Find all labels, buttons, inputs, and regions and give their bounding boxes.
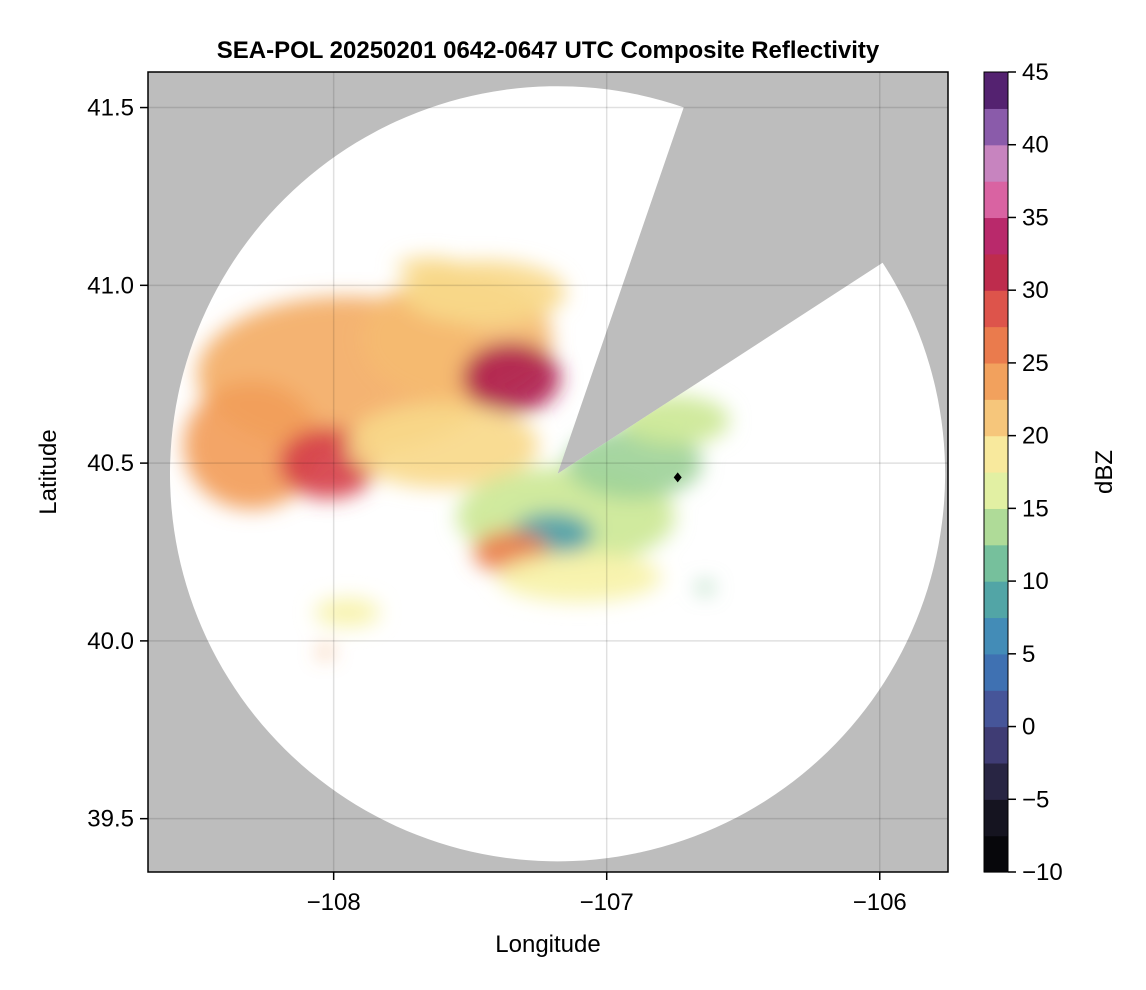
colorbar-band	[984, 290, 1008, 328]
colorbar-band	[984, 581, 1008, 619]
y-tick-label: 40.5	[87, 450, 134, 477]
colorbar-tick-label: 5	[1022, 641, 1035, 668]
colorbar-tick-label: −5	[1022, 786, 1049, 813]
x-axis-ticks: −108 −107 −106	[307, 872, 907, 916]
colorbar-band	[984, 617, 1008, 655]
colorbar-band	[984, 726, 1008, 764]
y-tick-label: 41.0	[87, 272, 134, 299]
colorbar-ticks: −10 −5 0 5 10 15 20 25 30 35 40 45	[1008, 59, 1063, 886]
colorbar-band	[984, 72, 1008, 109]
colorbar-band	[984, 762, 1008, 800]
echo-region	[347, 402, 539, 489]
colorbar-tick-label: 20	[1022, 423, 1049, 450]
colorbar-tick-label: 25	[1022, 350, 1049, 377]
colorbar-frame	[983, 71, 1009, 873]
echo-region	[318, 646, 333, 657]
colorbar-band	[984, 508, 1008, 546]
colorbar-tick-label: 0	[1022, 714, 1035, 741]
colorbar-band	[984, 544, 1008, 582]
chart-title: SEA-POL 20250201 0642-0647 UTC Composite…	[217, 37, 880, 64]
colorbar-tick-label: 10	[1022, 568, 1049, 595]
location-marker	[673, 472, 682, 483]
echo-region	[314, 598, 381, 627]
colorbar-band	[984, 799, 1008, 837]
colorbar-band	[984, 835, 1008, 873]
colorbar-tick-label: 40	[1022, 132, 1049, 159]
colorbar-band	[984, 217, 1008, 255]
y-axis-ticks: 39.5 40.0 40.5 41.0 41.5	[87, 95, 148, 833]
colorbar-label: dBZ	[1091, 450, 1118, 494]
colorbar-tick-label: −10	[1022, 859, 1063, 886]
gridlines	[148, 72, 948, 872]
y-tick-label: 39.5	[87, 806, 134, 833]
colorbar-band	[984, 399, 1008, 437]
colorbar-tick-label: 45	[1022, 59, 1049, 86]
colorbar-band	[984, 653, 1008, 691]
colorbar-band	[984, 472, 1008, 509]
x-axis-label: Longitude	[495, 931, 600, 958]
echo-region	[461, 342, 561, 414]
echo-regions	[183, 256, 730, 657]
y-axis-label: Latitude	[35, 429, 62, 514]
colorbar-band	[984, 181, 1008, 219]
colorbar-tick-label: 15	[1022, 495, 1049, 522]
echo-region	[696, 582, 714, 593]
colorbar-tick-label: 35	[1022, 204, 1049, 231]
x-tick-label: −106	[853, 889, 907, 916]
plot-frame	[147, 71, 949, 873]
colorbar-tick-label: 30	[1022, 277, 1049, 304]
y-tick-label: 40.0	[87, 628, 134, 655]
y-tick-label: 41.5	[87, 95, 134, 122]
x-tick-label: −108	[307, 889, 361, 916]
colorbar-band	[984, 690, 1008, 728]
colorbar-band	[984, 108, 1008, 146]
echo-region	[497, 552, 662, 602]
colorbar-band	[984, 435, 1008, 473]
colorbar-band	[984, 144, 1008, 182]
colorbar-band	[984, 362, 1008, 400]
colorbar-band	[984, 326, 1008, 364]
colorbar-band	[984, 253, 1008, 291]
x-tick-label: −107	[580, 889, 634, 916]
colorbar	[984, 72, 1008, 873]
echo-region	[396, 256, 462, 279]
plot-area	[148, 72, 948, 872]
